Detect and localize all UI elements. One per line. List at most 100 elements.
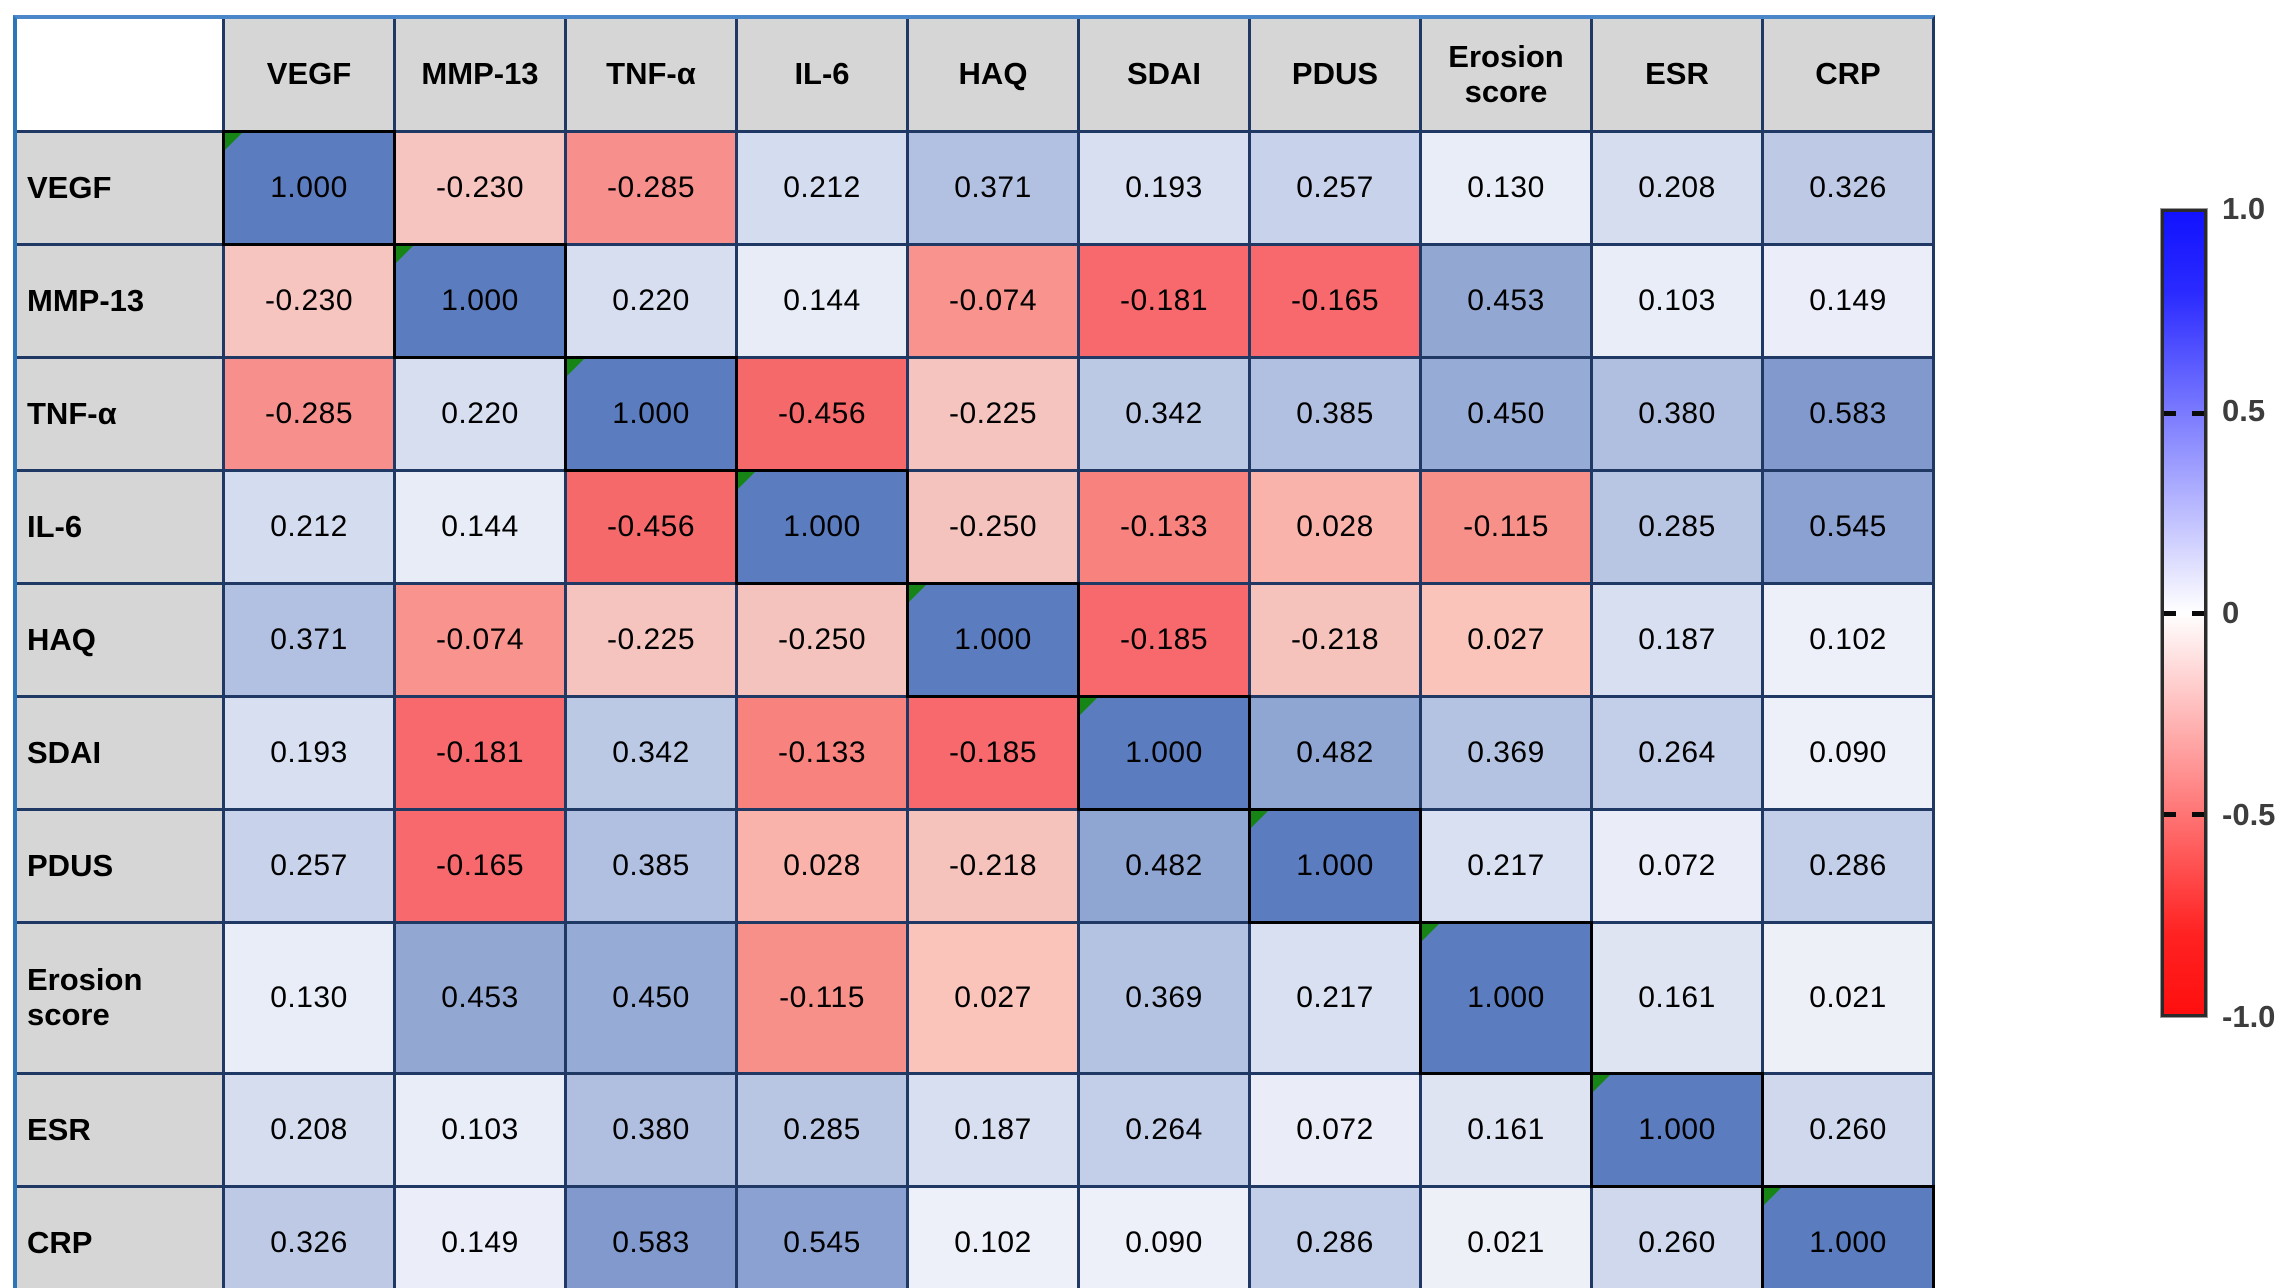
matrix-cell-value: 0.264 [1638, 736, 1716, 769]
matrix-cell-value: -0.218 [1290, 623, 1380, 656]
row-header-label: Erosion score [27, 962, 143, 1032]
matrix-cell-value: 0.102 [954, 1226, 1032, 1259]
matrix-cell: 0.385 [1251, 359, 1419, 469]
colorbar-tick [2192, 812, 2204, 817]
matrix-cell: -0.165 [1251, 246, 1419, 356]
row-header-9: CRP [17, 1188, 222, 1288]
matrix-cell: 0.102 [909, 1188, 1077, 1288]
matrix-cell: 0.102 [1764, 585, 1932, 695]
col-header-4: HAQ [909, 19, 1077, 130]
matrix-cell-value: 0.217 [1296, 981, 1374, 1014]
matrix-cell: 0.027 [1422, 585, 1590, 695]
matrix-cell: 0.187 [909, 1075, 1077, 1185]
matrix-cell-value: 0.385 [612, 849, 690, 882]
matrix-cell: 0.583 [1764, 359, 1932, 469]
matrix-cell-value: 0.161 [1638, 981, 1716, 1014]
matrix-cell-value: 0.453 [1467, 284, 1545, 317]
matrix-cell: 1.000 [1422, 924, 1590, 1072]
matrix-cell: -0.185 [909, 698, 1077, 808]
matrix-cell-value: 1.000 [270, 171, 348, 204]
matrix-cell-value: 0.260 [1809, 1113, 1887, 1146]
matrix-cell: 0.371 [909, 133, 1077, 243]
matrix-cell-value: 0.450 [612, 981, 690, 1014]
matrix-cell-value: 1.000 [1809, 1226, 1887, 1259]
matrix-cell: 0.385 [567, 811, 735, 921]
matrix-cell-value: -0.165 [435, 849, 525, 882]
matrix-cell-value: 0.144 [783, 284, 861, 317]
matrix-cell-value: -0.115 [779, 981, 865, 1014]
matrix-cell: 0.264 [1080, 1075, 1248, 1185]
matrix-cell: 0.149 [1764, 246, 1932, 356]
colorbar-tick-label: 1.0 [2222, 191, 2266, 226]
col-header-label: MMP-13 [421, 56, 539, 92]
matrix-cell-value: 1.000 [954, 623, 1032, 656]
comment-marker-icon [909, 585, 926, 602]
matrix-cell: 0.583 [567, 1188, 735, 1288]
matrix-cell: 0.021 [1764, 924, 1932, 1072]
row-header-4: HAQ [17, 585, 222, 695]
matrix-cell-value: 0.072 [1296, 1113, 1374, 1146]
matrix-cell: -0.456 [738, 359, 906, 469]
col-header-7: Erosion score [1422, 19, 1590, 130]
matrix-cell: 0.144 [396, 472, 564, 582]
matrix-cell-value: 0.193 [1125, 171, 1203, 204]
matrix-cell-value: 0.371 [954, 171, 1032, 204]
matrix-cell-value: 0.220 [612, 284, 690, 317]
matrix-cell-value: -0.115 [1463, 510, 1549, 543]
matrix-cell-value: 0.285 [783, 1113, 861, 1146]
matrix-cell-value: 0.220 [441, 397, 519, 430]
matrix-cell: -0.133 [1080, 472, 1248, 582]
row-header-7: Erosion score [17, 924, 222, 1072]
colorbar-tick [2192, 611, 2204, 616]
comment-marker-icon [1593, 1075, 1610, 1092]
matrix-cell: 0.072 [1593, 811, 1761, 921]
matrix-cell: -0.218 [909, 811, 1077, 921]
matrix-cell-value: 0.102 [1809, 623, 1887, 656]
row-header-1: MMP-13 [17, 246, 222, 356]
matrix-cell: 0.371 [225, 585, 393, 695]
matrix-cell-value: 0.285 [1638, 510, 1716, 543]
matrix-cell: 0.028 [1251, 472, 1419, 582]
matrix-cell: 0.482 [1251, 698, 1419, 808]
matrix-cell-value: 1.000 [1125, 736, 1203, 769]
corner-cell [17, 19, 222, 130]
matrix-cell-value: 0.260 [1638, 1226, 1716, 1259]
matrix-cell-value: 0.453 [441, 981, 519, 1014]
matrix-cell-value: 0.212 [783, 171, 861, 204]
matrix-cell: 1.000 [396, 246, 564, 356]
matrix-cell: 0.217 [1422, 811, 1590, 921]
matrix-cell: 0.450 [1422, 359, 1590, 469]
matrix-cell-value: 0.545 [1809, 510, 1887, 543]
matrix-cell-value: -0.285 [606, 171, 696, 204]
matrix-cell-value: 0.326 [1809, 171, 1887, 204]
comment-marker-icon [567, 359, 584, 376]
matrix-cell-value: -0.250 [948, 510, 1038, 543]
matrix-cell-value: 0.090 [1809, 736, 1887, 769]
matrix-cell: 0.369 [1422, 698, 1590, 808]
matrix-cell-value: 0.130 [270, 981, 348, 1014]
matrix-cell: -0.185 [1080, 585, 1248, 695]
matrix-cell: 0.090 [1764, 698, 1932, 808]
matrix-cell: 0.326 [1764, 133, 1932, 243]
matrix-cell-value: -0.230 [435, 171, 525, 204]
matrix-cell-value: 0.103 [441, 1113, 519, 1146]
matrix-cell: 0.161 [1593, 924, 1761, 1072]
row-header-label: ESR [27, 1111, 91, 1147]
matrix-cell-value: -0.456 [606, 510, 696, 543]
matrix-cell-value: 0.090 [1125, 1226, 1203, 1259]
row-header-6: PDUS [17, 811, 222, 921]
matrix-cell-value: -0.225 [948, 397, 1038, 430]
matrix-cell-value: -0.133 [777, 736, 867, 769]
matrix-cell-value: -0.074 [948, 284, 1038, 317]
row-header-label: PDUS [27, 847, 114, 883]
matrix-cell-value: 0.342 [612, 736, 690, 769]
matrix-cell: 0.220 [567, 246, 735, 356]
matrix-cell: -0.181 [396, 698, 564, 808]
row-header-0: VEGF [17, 133, 222, 243]
matrix-cell: -0.285 [567, 133, 735, 243]
row-header-5: SDAI [17, 698, 222, 808]
matrix-cell: 1.000 [1251, 811, 1419, 921]
matrix-cell-value: -0.456 [777, 397, 867, 430]
matrix-cell: -0.165 [396, 811, 564, 921]
